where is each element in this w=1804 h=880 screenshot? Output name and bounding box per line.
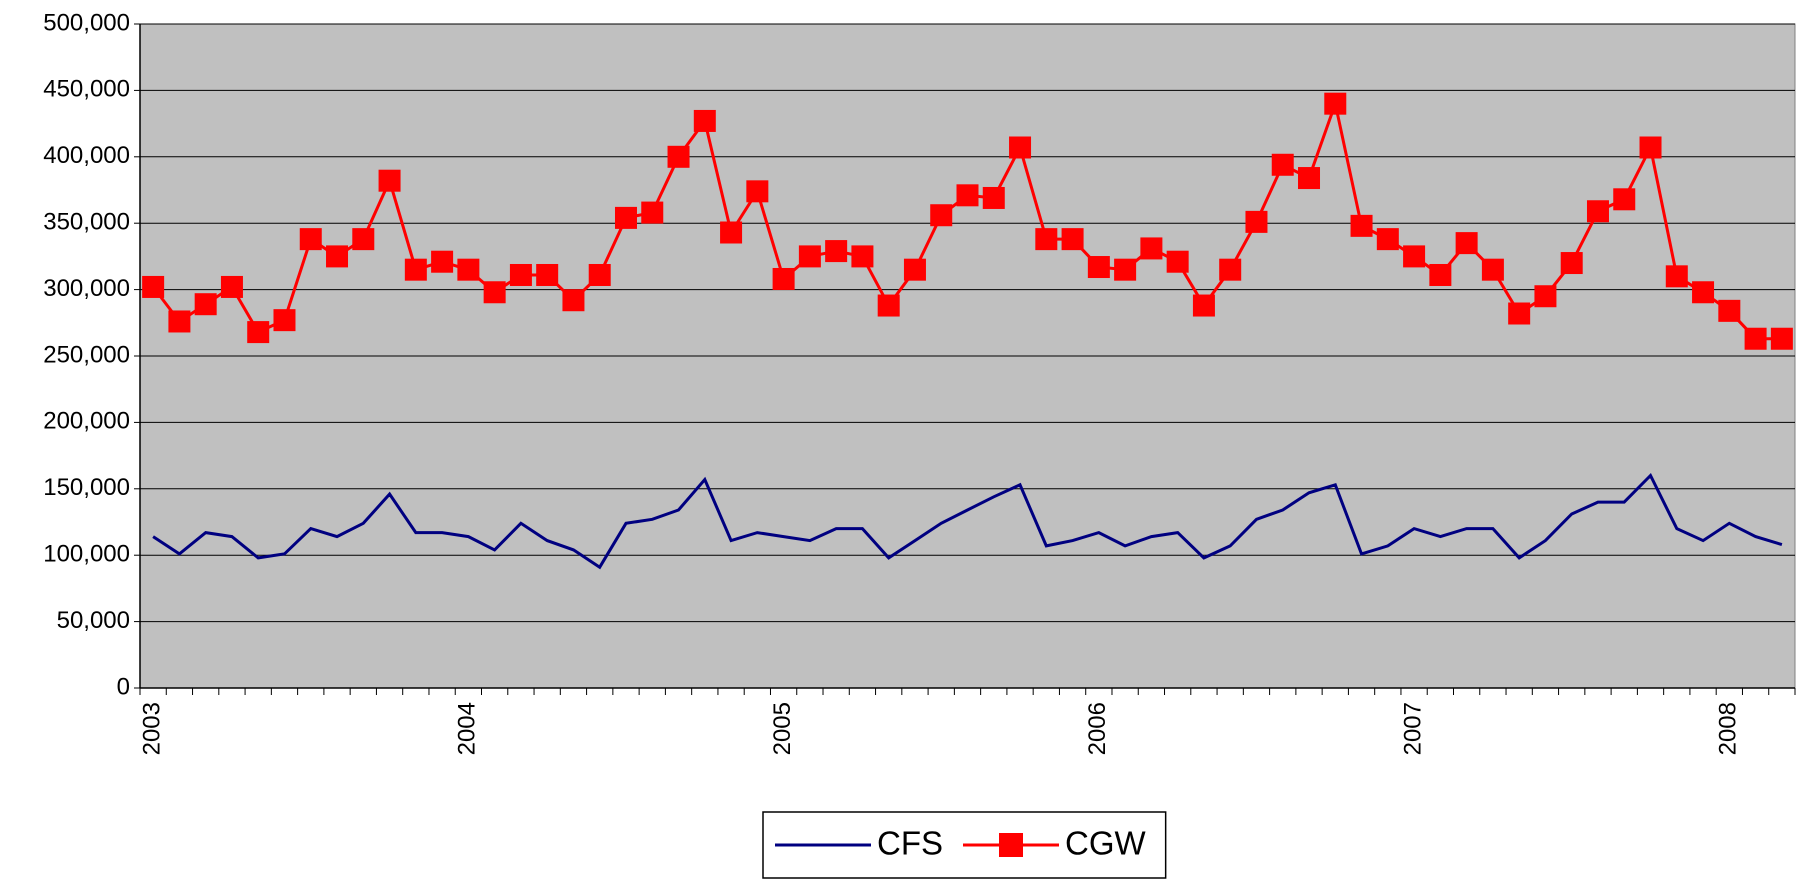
marker <box>168 310 191 333</box>
y-tick-label: 50,000 <box>57 607 130 634</box>
marker <box>1692 281 1715 304</box>
marker <box>1718 299 1741 322</box>
marker <box>772 267 795 290</box>
marker <box>352 228 375 251</box>
y-tick-label: 0 <box>117 673 130 700</box>
marker <box>1087 256 1110 279</box>
x-tick-label: 2008 <box>1715 702 1742 755</box>
legend-label: CGW <box>1065 825 1147 862</box>
marker <box>1166 250 1189 273</box>
marker <box>1245 210 1268 233</box>
marker <box>378 169 401 192</box>
marker <box>903 258 926 281</box>
marker <box>956 184 979 207</box>
y-tick-label: 350,000 <box>43 209 130 236</box>
x-tick-label: 2007 <box>1399 702 1426 755</box>
legend: CFS CGW <box>762 811 1167 879</box>
marker <box>536 263 559 286</box>
x-tick-label: 2005 <box>769 702 796 755</box>
y-tick-label: 400,000 <box>43 142 130 169</box>
marker <box>746 180 769 203</box>
marker <box>614 206 637 229</box>
marker <box>220 275 243 298</box>
marker <box>798 245 821 268</box>
marker <box>142 275 165 298</box>
marker <box>404 258 427 281</box>
marker <box>693 109 716 132</box>
marker <box>1770 327 1793 350</box>
marker <box>667 145 690 168</box>
marker <box>247 321 270 344</box>
marker <box>457 258 480 281</box>
y-tick-label: 450,000 <box>43 76 130 103</box>
x-tick-label: 2006 <box>1084 702 1111 755</box>
marker <box>1508 302 1531 325</box>
series-line <box>152 472 1783 570</box>
marker <box>930 204 953 227</box>
marker <box>1061 228 1084 251</box>
marker <box>720 221 743 244</box>
marker <box>273 309 296 332</box>
marker <box>1534 285 1557 308</box>
marker <box>1665 265 1688 288</box>
y-tick-label: 250,000 <box>43 341 130 368</box>
marker <box>509 263 532 286</box>
marker <box>194 293 217 316</box>
marker <box>431 250 454 273</box>
marker <box>483 281 506 304</box>
y-tick-label: 150,000 <box>43 474 130 501</box>
marker <box>877 294 900 317</box>
x-tick-label: 2003 <box>138 702 165 755</box>
y-tick-label: 500,000 <box>43 9 130 36</box>
marker <box>1560 252 1583 275</box>
marker <box>1744 327 1767 350</box>
marker <box>1324 92 1347 115</box>
marker <box>1271 153 1294 176</box>
legend-marker <box>999 833 1023 857</box>
marker <box>641 201 664 224</box>
y-tick-label: 200,000 <box>43 408 130 435</box>
marker <box>1298 167 1321 190</box>
x-tick-label: 2004 <box>454 702 481 755</box>
marker <box>1403 245 1426 268</box>
marker <box>299 228 322 251</box>
marker <box>562 289 585 312</box>
marker <box>1140 237 1163 260</box>
marker <box>1219 258 1242 281</box>
y-tick-label: 300,000 <box>43 275 130 302</box>
marker <box>1376 228 1399 251</box>
marker <box>1639 136 1662 159</box>
marker <box>1429 263 1452 286</box>
y-tick-label: 100,000 <box>43 541 130 568</box>
marker <box>851 245 874 268</box>
marker <box>1009 136 1032 159</box>
marker <box>1192 294 1215 317</box>
marker <box>1114 258 1137 281</box>
marker <box>982 186 1005 209</box>
marker <box>588 263 611 286</box>
marker <box>1455 232 1478 255</box>
marker <box>1586 200 1609 223</box>
marker <box>1613 188 1636 211</box>
legend-label: CFS <box>877 825 943 862</box>
marker <box>326 245 349 268</box>
marker <box>825 240 848 263</box>
marker <box>1035 228 1058 251</box>
marker <box>1481 258 1504 281</box>
marker <box>1350 214 1373 237</box>
